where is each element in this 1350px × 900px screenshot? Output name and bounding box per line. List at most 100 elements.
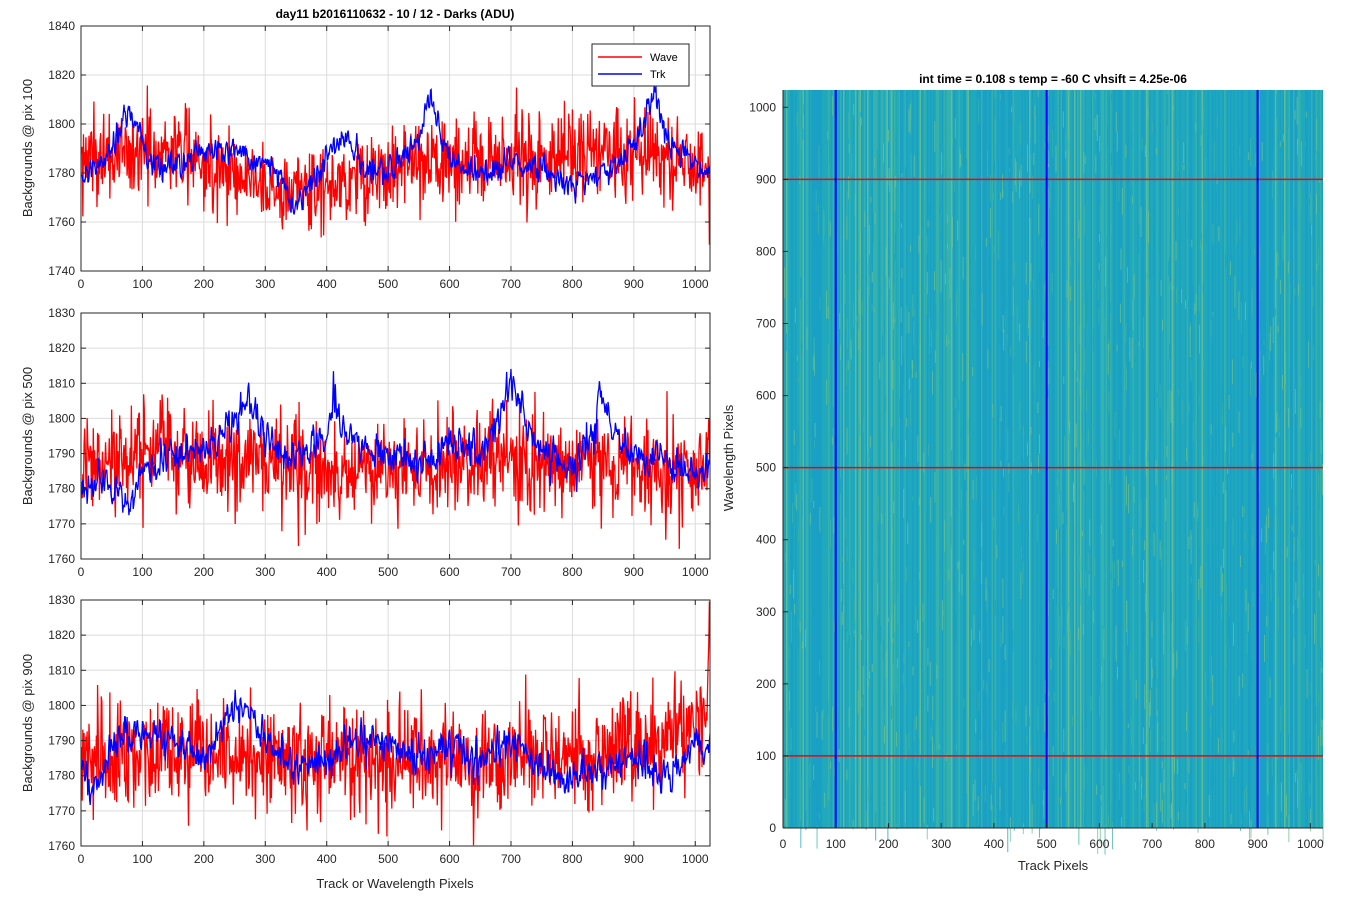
heatmap-streak (852, 567, 854, 583)
heatmap-column (913, 90, 915, 828)
heatmap-y-tick-label: 0 (769, 821, 776, 835)
heatmap-column (1024, 90, 1026, 828)
heatmap-y-tick-label: 100 (756, 749, 776, 763)
heatmap-column (931, 90, 933, 828)
heatmap-column (1084, 90, 1086, 828)
heatmap-streak (960, 430, 962, 437)
heatmap-column (826, 90, 828, 828)
heatmap-column (927, 90, 929, 828)
heatmap-streak (1100, 524, 1102, 535)
heatmap-streak (870, 196, 872, 203)
heatmap-column (1203, 90, 1205, 828)
heatmap-column (1093, 90, 1095, 828)
heatmap-y-tick-label: 700 (756, 317, 776, 331)
heatmap-column (918, 90, 920, 828)
heatmap-streak (1048, 368, 1050, 385)
heatmap-y-tick-label: 900 (756, 172, 776, 186)
heatmap-streak (900, 397, 902, 418)
heatmap-streak (1104, 256, 1106, 287)
heatmap-streak (909, 104, 911, 134)
heatmap-streak (1258, 491, 1260, 521)
heatmap-streak (1086, 290, 1088, 323)
heatmap-streak (1067, 611, 1069, 632)
heatmap-y-tick-label: 200 (756, 677, 776, 691)
heatmap-streak (1284, 351, 1286, 384)
heatmap-streak (1251, 453, 1253, 461)
y-tick-label: 1770 (48, 804, 75, 818)
heatmap-streak (885, 246, 887, 278)
axes-box (80, 599, 711, 847)
heatmap-streak (819, 297, 821, 311)
heatmap-streak (1109, 302, 1111, 314)
heatmap-streak (1189, 326, 1191, 358)
heatmap-streak (1247, 602, 1249, 632)
heatmap-streak (800, 820, 802, 848)
heatmap-streak (1000, 405, 1002, 422)
heatmap-streak (904, 790, 906, 823)
heatmap-column (1099, 90, 1101, 828)
heatmap-streak (918, 497, 920, 506)
y-tick-label: 1810 (48, 663, 75, 677)
heatmap-streak (985, 691, 987, 701)
heatmap-column (961, 90, 963, 828)
heatmap-streak (1168, 618, 1170, 642)
heatmap-streak (852, 121, 854, 146)
heatmap-streak (1170, 281, 1172, 290)
heatmap-column (1293, 90, 1295, 828)
heatmap-column (895, 90, 897, 828)
heatmap-column (1207, 90, 1209, 828)
heatmap-column (1296, 90, 1298, 828)
heatmap-column (850, 90, 852, 828)
heatmap-column (1300, 90, 1302, 828)
heatmap-column (1044, 90, 1046, 828)
heatmap-column (1311, 90, 1313, 828)
heatmap-column (1074, 90, 1076, 828)
heatmap-streak (908, 378, 910, 390)
heatmap-streak (963, 151, 965, 169)
heatmap-streak (1025, 262, 1027, 285)
heatmap-streak (984, 785, 986, 803)
heatmap-streak (1067, 139, 1069, 150)
heatmap-column (1072, 90, 1074, 828)
heatmap-streak (1197, 826, 1199, 833)
heatmap-streak (1229, 617, 1231, 648)
heatmap-column (1306, 90, 1308, 828)
heatmap-streak (1212, 674, 1214, 706)
heatmap-streak (884, 395, 886, 412)
heatmap-streak (799, 621, 801, 633)
heatmap-column (1266, 90, 1268, 828)
heatmap-streak (964, 463, 966, 480)
heatmap-streak (1276, 412, 1278, 432)
heatmap-streak (1131, 535, 1133, 547)
heatmap-streak (1263, 355, 1265, 376)
heatmap-streak (1245, 589, 1247, 612)
heatmap-streak (1100, 204, 1102, 233)
heatmap-streak (1161, 548, 1163, 567)
heatmap-column (1308, 90, 1310, 828)
heatmap-streak (1259, 301, 1261, 331)
heatmap-streak (1059, 180, 1061, 197)
heatmap-streak (1183, 521, 1185, 533)
heatmap-streak (1195, 122, 1197, 132)
x-tick-label: 1000 (682, 277, 709, 291)
heatmap-streak (1289, 285, 1291, 305)
heatmap-column (1171, 90, 1173, 828)
heatmap-streak (1236, 220, 1238, 244)
heatmap-column (1234, 90, 1236, 828)
heatmap-column (1210, 90, 1212, 828)
heatmap-streak (1124, 380, 1126, 409)
heatmap-streak (1178, 585, 1180, 595)
heatmap-streak (1286, 547, 1288, 558)
heatmap-streak (913, 752, 915, 762)
heatmap-streak (828, 386, 830, 404)
heatmap-streak (1005, 391, 1007, 417)
heatmap-streak (915, 605, 917, 630)
heatmap-streak (1125, 365, 1127, 392)
heatmap-streak (1110, 153, 1112, 167)
heatmap-streak (826, 379, 828, 405)
heatmap-streak (1004, 645, 1006, 660)
heatmap-streak (1167, 94, 1169, 126)
heatmap-streak (1279, 432, 1281, 438)
heatmap-streak (1083, 813, 1085, 826)
heatmap-streak (836, 231, 838, 255)
